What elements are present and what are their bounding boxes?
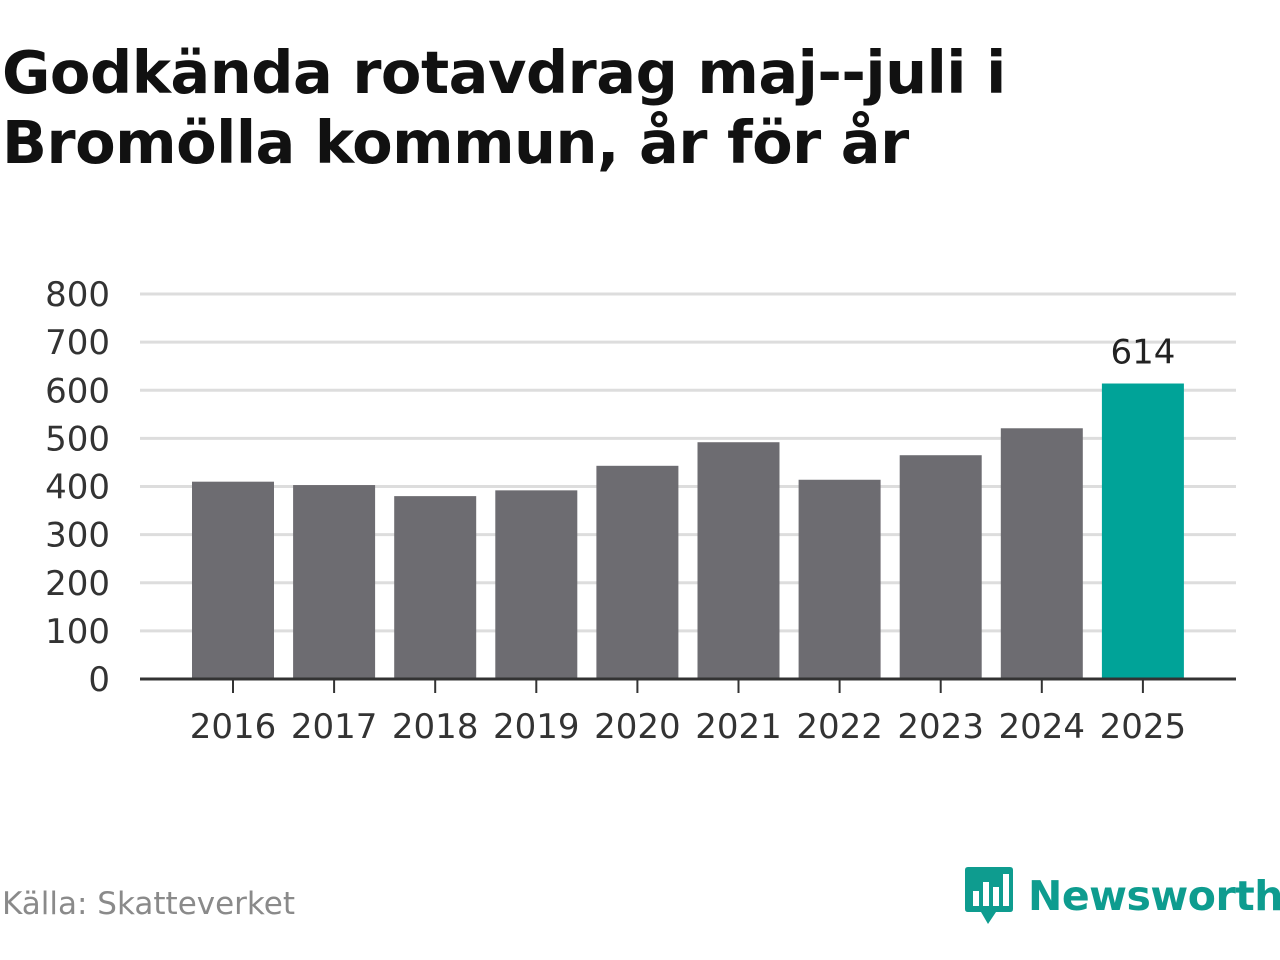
bar-2017 — [293, 485, 376, 679]
bar-2021 — [697, 442, 780, 679]
y-tick-label: 300 — [45, 516, 110, 556]
x-tick-label: 2019 — [493, 707, 580, 747]
bar-2022 — [798, 479, 881, 679]
y-axis-ticks: 0 100 200 300 400 500 600 700 800 — [45, 275, 110, 700]
source-text: Källa: Skatteverket — [2, 886, 296, 922]
x-tick-label: 2024 — [999, 707, 1086, 747]
y-tick-label: 400 — [45, 468, 110, 508]
x-tick-label: 2021 — [695, 707, 782, 747]
bar-2020 — [596, 465, 679, 679]
bar-2016 — [192, 481, 274, 679]
y-tick-label: 700 — [45, 323, 110, 363]
x-tick-label: 2017 — [291, 707, 378, 747]
x-tick-label: 2025 — [1100, 707, 1187, 747]
bar-2019 — [495, 490, 578, 679]
x-axis-ticks: 2016 2017 2018 2019 2020 2021 2022 2023 2024 2025 — [190, 679, 1186, 747]
brand-logo: Newsworthy — [964, 864, 1280, 928]
bar-2024 — [1000, 428, 1083, 679]
y-tick-label: 200 — [45, 564, 110, 604]
y-tick-label: 500 — [45, 419, 110, 459]
y-tick-label: 600 — [45, 371, 110, 411]
bars — [192, 383, 1184, 679]
bar-2025 — [1101, 383, 1184, 679]
x-tick-label: 2018 — [392, 707, 479, 747]
bar-2023 — [899, 455, 982, 679]
x-tick-label: 2022 — [796, 707, 883, 747]
x-tick-label: 2020 — [594, 707, 681, 747]
bar-2018 — [394, 496, 477, 679]
x-tick-label: 2023 — [897, 707, 984, 747]
chart-title: Godkända rotavdrag maj--juli i Bromölla … — [2, 38, 1006, 177]
x-tick-label: 2016 — [190, 707, 277, 747]
bar-chart-speech-bubble-icon — [965, 867, 1013, 924]
y-tick-label: 800 — [45, 275, 110, 315]
data-labels: 614 — [1110, 333, 1175, 373]
brand-name: Newsworthy — [1028, 872, 1280, 920]
y-tick-label: 100 — [45, 612, 110, 652]
y-tick-label: 0 — [88, 660, 110, 700]
data-label: 614 — [1110, 333, 1175, 373]
